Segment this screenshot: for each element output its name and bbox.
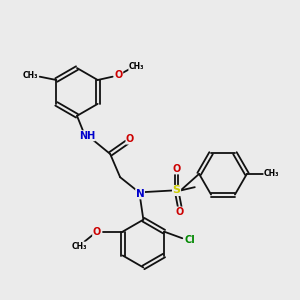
Text: O: O [176, 207, 184, 217]
Text: CH₃: CH₃ [264, 169, 280, 178]
Text: O: O [93, 226, 101, 237]
Text: NH: NH [79, 131, 95, 141]
Text: Cl: Cl [184, 235, 195, 245]
Text: O: O [172, 164, 181, 174]
Text: CH₃: CH₃ [23, 70, 38, 80]
Text: O: O [115, 70, 123, 80]
Text: S: S [172, 185, 181, 196]
Text: CH₃: CH₃ [129, 61, 144, 70]
Text: N: N [136, 189, 144, 199]
Text: O: O [126, 134, 134, 144]
Text: CH₃: CH₃ [71, 242, 87, 251]
